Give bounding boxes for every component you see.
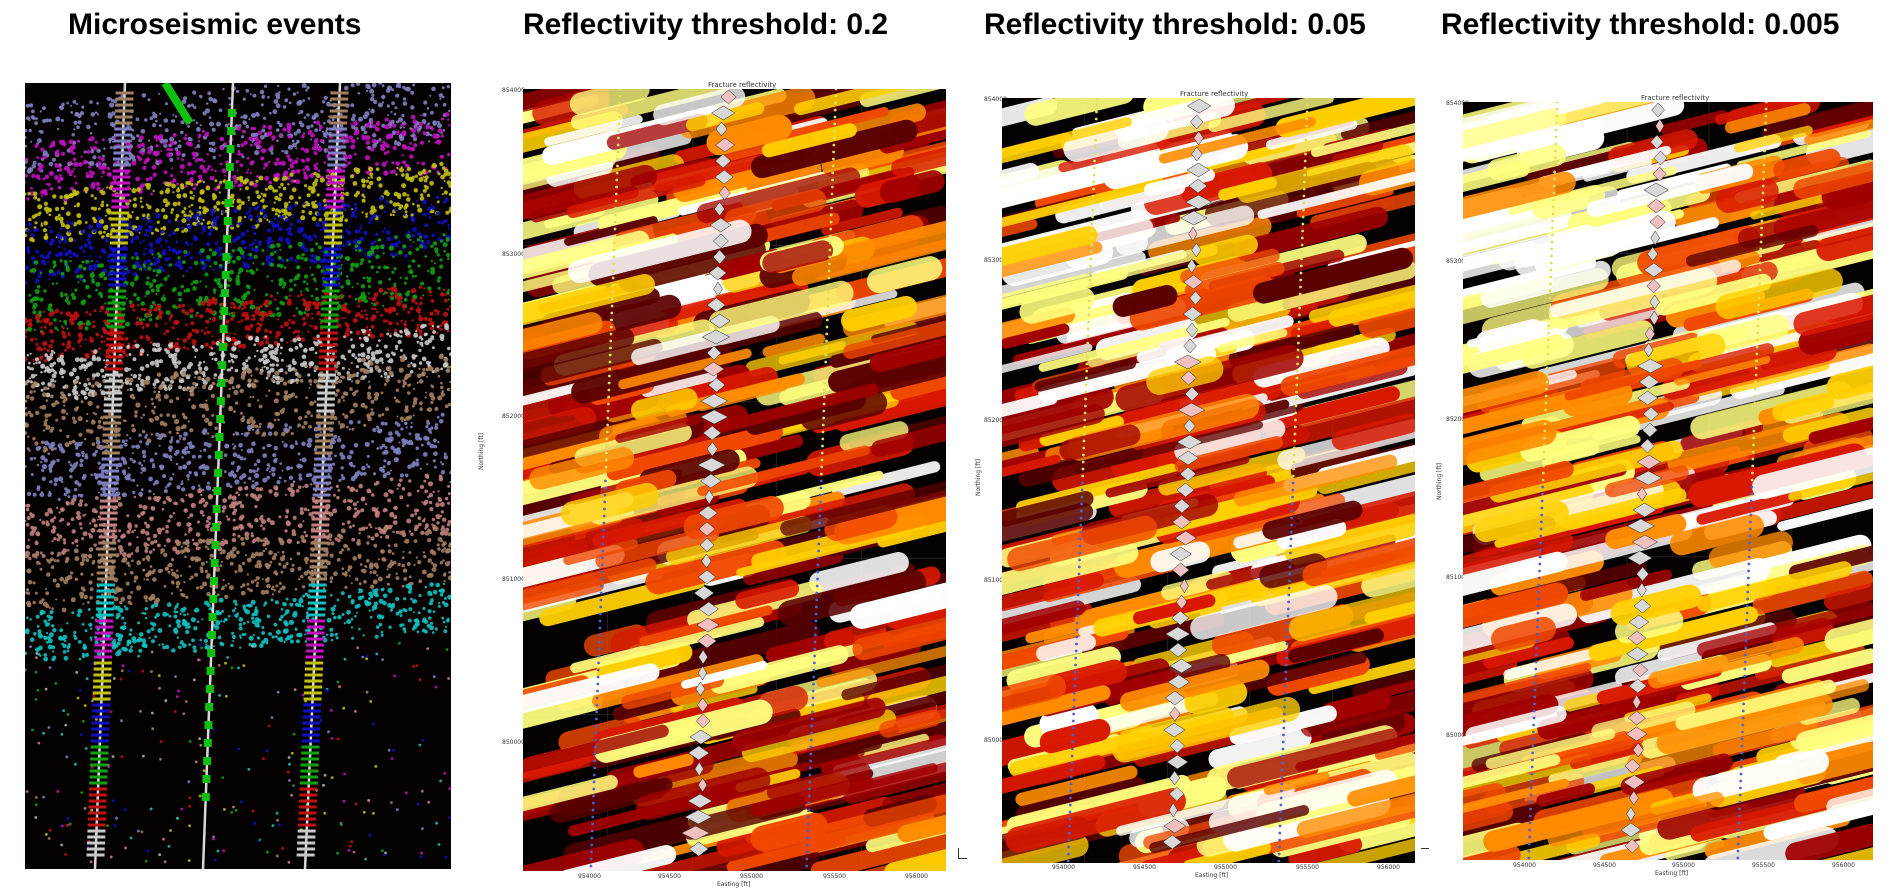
y-tick: 851000 [1446, 574, 1469, 581]
reflectivity-plot [1002, 98, 1415, 863]
y-tick: 854000 [502, 87, 525, 94]
x-tick: 956000 [905, 873, 928, 880]
y-tick: 854000 [1446, 100, 1469, 107]
panel-title-threshold-005: Reflectivity threshold: 0.05 [984, 8, 1366, 41]
reflectivity-plot [1463, 102, 1873, 860]
x-axis-label: Easting [ft] [1655, 870, 1689, 877]
y-tick: 853000 [1446, 258, 1469, 265]
axis-corner-marker [958, 848, 967, 859]
y-tick: 850000 [984, 737, 1007, 744]
y-tick: 851000 [502, 576, 525, 583]
x-tick: 955000 [740, 873, 763, 880]
x-tick: 954500 [1593, 862, 1616, 869]
axis-corner-marker [1421, 848, 1429, 859]
y-axis-label: Northing [ft] [975, 458, 982, 496]
plot-title: Fracture reflectivity [1180, 90, 1249, 98]
microseismic-plot [25, 83, 451, 869]
y-tick: 853000 [984, 257, 1007, 264]
x-axis-label: Easting [ft] [717, 881, 751, 888]
panel-title-microseismic: Microseismic events [68, 8, 362, 41]
reflectivity-plot [523, 89, 946, 871]
x-axis-label: Easting [ft] [1195, 872, 1229, 879]
x-tick: 955000 [1214, 864, 1237, 871]
x-tick: 954500 [1133, 864, 1156, 871]
x-tick: 956000 [1832, 862, 1855, 869]
panel-title-threshold-02: Reflectivity threshold: 0.2 [523, 8, 889, 41]
x-tick: 954500 [658, 873, 681, 880]
y-tick: 852000 [502, 413, 525, 420]
x-tick: 954000 [1513, 862, 1536, 869]
y-axis-label: Northing [ft] [1436, 462, 1443, 500]
y-tick: 853000 [502, 251, 525, 258]
y-axis-label: Northing [ft] [478, 432, 485, 470]
panel-title-threshold-0005: Reflectivity threshold: 0.005 [1441, 8, 1840, 41]
x-tick: 955500 [823, 873, 846, 880]
y-tick: 851000 [984, 577, 1007, 584]
x-tick: 955000 [1672, 862, 1695, 869]
y-tick: 854000 [984, 96, 1007, 103]
x-tick: 954000 [578, 873, 601, 880]
plot-title: Fracture reflectivity [1641, 94, 1710, 102]
reflectivity-map-0-2 [523, 89, 946, 871]
reflectivity-map-0-005 [1463, 102, 1873, 860]
reflectivity-map-0-05 [1002, 98, 1415, 863]
y-tick: 850000 [502, 739, 525, 746]
x-tick: 956000 [1377, 864, 1400, 871]
x-tick: 954000 [1052, 864, 1075, 871]
y-tick: 852000 [1446, 416, 1469, 423]
plot-title: Fracture reflectivity [708, 81, 777, 89]
y-tick: 852000 [984, 417, 1007, 424]
x-tick: 955500 [1752, 862, 1775, 869]
y-tick: 850000 [1446, 732, 1469, 739]
x-tick: 955500 [1296, 864, 1319, 871]
microseismic-view [25, 83, 451, 869]
